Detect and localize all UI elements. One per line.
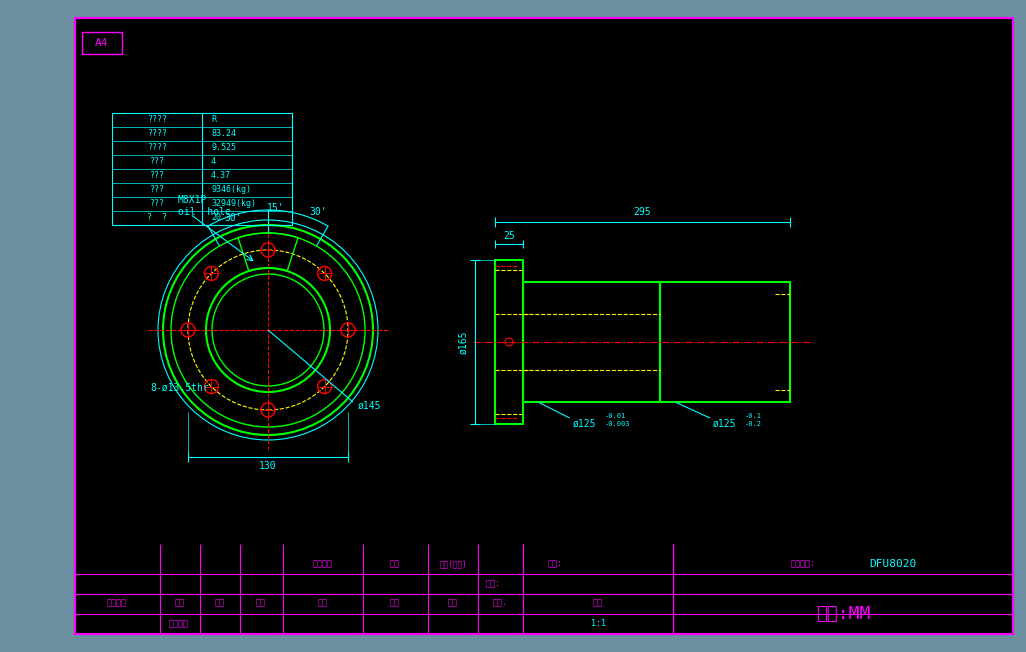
Text: 30': 30' xyxy=(309,207,327,217)
Text: ???: ??? xyxy=(150,186,164,194)
Text: 4: 4 xyxy=(211,158,216,166)
Text: ø145: ø145 xyxy=(358,401,382,411)
Text: 32949(kg): 32949(kg) xyxy=(211,200,256,209)
Text: -0.01
-0.003: -0.01 -0.003 xyxy=(604,413,630,426)
Text: 单位:MM: 单位:MM xyxy=(816,605,870,623)
Text: 处数: 处数 xyxy=(175,599,185,608)
Text: 20: 20 xyxy=(211,213,221,222)
Text: M8X1P: M8X1P xyxy=(177,195,207,205)
Bar xyxy=(82,32,122,54)
Text: 9346(kg): 9346(kg) xyxy=(211,186,251,194)
Text: ø165: ø165 xyxy=(458,331,468,354)
Text: ø125: ø125 xyxy=(713,419,737,429)
Text: A4: A4 xyxy=(95,38,109,48)
Text: R: R xyxy=(211,115,216,125)
Text: 30': 30' xyxy=(225,213,242,223)
Text: 130: 130 xyxy=(260,461,277,471)
Text: 25: 25 xyxy=(503,231,515,241)
Text: 日期: 日期 xyxy=(390,559,400,569)
Text: 更改标记: 更改标记 xyxy=(107,599,127,608)
Text: 材料:: 材料: xyxy=(486,580,501,589)
Bar xyxy=(660,282,790,402)
Text: 数量(单台): 数量(单台) xyxy=(439,559,467,569)
Text: 4.37: 4.37 xyxy=(211,171,231,181)
Text: 审核: 审核 xyxy=(448,599,458,608)
Bar xyxy=(523,282,660,402)
Text: 型号:: 型号: xyxy=(548,559,562,569)
Text: DFU8020: DFU8020 xyxy=(869,559,916,569)
Text: ???: ??? xyxy=(150,158,164,166)
Text: ????: ???? xyxy=(147,115,167,125)
Text: ????: ???? xyxy=(147,130,167,138)
Text: oil  hole: oil hole xyxy=(177,207,231,217)
Text: ø125: ø125 xyxy=(573,419,596,429)
Text: ???: ??? xyxy=(150,200,164,209)
Text: 设计: 设计 xyxy=(390,599,400,608)
Text: 参考图号:: 参考图号: xyxy=(790,559,816,569)
Text: 客户确认: 客户确认 xyxy=(169,619,189,629)
Text: 9.525: 9.525 xyxy=(211,143,236,153)
Text: ???: ??? xyxy=(150,171,164,181)
Text: 83.24: 83.24 xyxy=(211,130,236,138)
Text: ????: ???? xyxy=(147,143,167,153)
Text: ?  ?: ? ? xyxy=(147,213,167,222)
Bar xyxy=(495,260,523,424)
Text: 日期: 日期 xyxy=(215,599,225,608)
Text: 签名: 签名 xyxy=(256,599,266,608)
Text: 比例: 比例 xyxy=(593,599,603,608)
Text: 视角.: 视角. xyxy=(492,599,508,608)
Text: 8-ø13.5thr: 8-ø13.5thr xyxy=(150,383,208,393)
Text: 客户名称: 客户名称 xyxy=(313,559,333,569)
Text: -0.1
-0.2: -0.1 -0.2 xyxy=(745,413,762,426)
Bar xyxy=(112,113,292,225)
Text: 15': 15' xyxy=(267,203,285,213)
Text: 1:1: 1:1 xyxy=(591,619,605,629)
Text: 绘图: 绘图 xyxy=(318,599,328,608)
Text: 295: 295 xyxy=(633,207,650,217)
